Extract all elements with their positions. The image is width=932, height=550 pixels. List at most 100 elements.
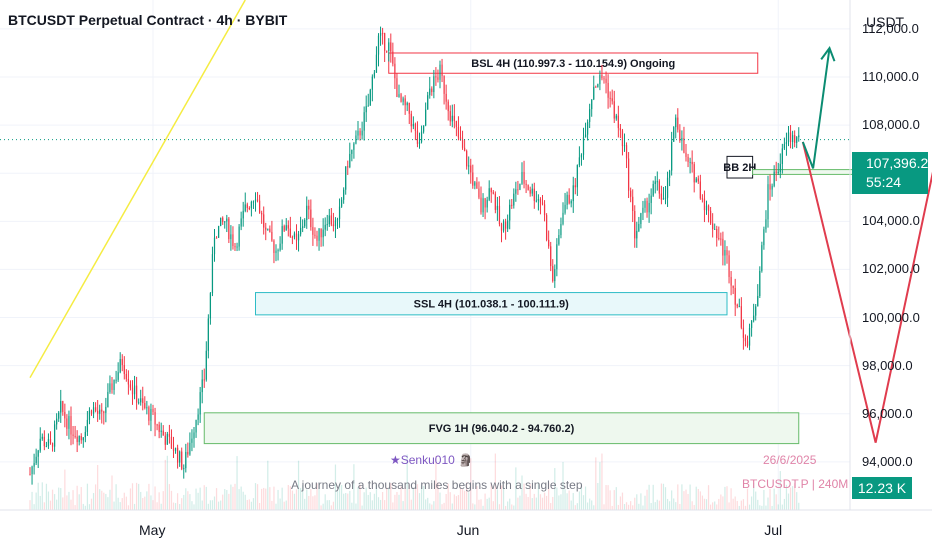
candle-body	[99, 409, 101, 414]
volume-bar	[490, 482, 492, 510]
volume-bar	[781, 504, 783, 510]
candle-body	[730, 276, 732, 286]
candle-body	[621, 130, 624, 147]
volume-bar	[384, 500, 386, 510]
volume-bar	[617, 504, 619, 510]
volume-bar	[621, 492, 624, 510]
zone-label: SSL 4H (101.038.1 - 100.111.9)	[414, 299, 569, 311]
candle-body	[507, 220, 509, 229]
volume-bar	[451, 503, 453, 510]
candle-body	[597, 84, 599, 87]
candle-body	[248, 207, 250, 209]
volume-bar	[609, 490, 611, 510]
volume-bar	[484, 493, 486, 510]
volume-bar	[509, 498, 511, 510]
candle-body	[650, 195, 652, 203]
volume-bar	[755, 491, 757, 510]
price-tick-label: 112,000.0	[862, 20, 919, 36]
volume-bar	[748, 504, 751, 510]
volume-bar	[168, 484, 171, 510]
volume-bar	[299, 487, 302, 510]
volume-bar	[234, 483, 236, 510]
volume-bar	[371, 500, 373, 510]
price-tick-label: 100,000.0	[862, 309, 920, 325]
volume-bar	[724, 486, 726, 510]
volume-bar	[197, 492, 199, 510]
candle-body	[570, 201, 572, 204]
volume-bar	[285, 500, 287, 510]
volume-bar	[787, 493, 790, 510]
volume-bar	[129, 488, 132, 510]
volume-bar	[418, 493, 421, 510]
volume-bar	[414, 487, 417, 510]
candle-body	[613, 101, 615, 119]
projection-up-arrow-arrowhead	[820, 46, 836, 62]
candle-body	[330, 215, 332, 225]
volume-bar	[41, 482, 43, 510]
candle-body	[320, 228, 322, 238]
candle-body	[673, 127, 675, 142]
volume-bar	[623, 504, 626, 510]
volume-bar	[720, 494, 722, 510]
volume-bar	[111, 475, 113, 510]
candle-body	[513, 193, 515, 206]
candle-body	[406, 102, 408, 106]
volume-bar	[734, 496, 736, 510]
volume-bar	[425, 499, 427, 510]
candle-body	[43, 436, 45, 447]
volume-bar	[406, 454, 408, 510]
candle-body	[369, 89, 371, 106]
volume-bar	[367, 494, 369, 510]
candle-body	[285, 225, 287, 231]
volume-bar	[265, 488, 267, 510]
volume-bar	[640, 493, 642, 510]
volume-bar	[433, 501, 435, 510]
candle-body	[443, 75, 445, 94]
candle-body	[615, 115, 617, 119]
candle-body	[31, 466, 33, 475]
volume-bar	[377, 497, 380, 510]
volume-bar	[181, 498, 183, 510]
candle-body	[179, 451, 181, 463]
projection-up-arrow	[801, 47, 831, 169]
candle-body	[49, 439, 52, 444]
candle-body	[125, 374, 127, 380]
volume-bar	[228, 493, 230, 510]
volume-bar	[619, 496, 622, 510]
candle-body	[199, 392, 201, 415]
candle-body	[224, 221, 226, 223]
candle-body	[640, 213, 642, 225]
candle-body	[211, 254, 214, 294]
candle-body	[798, 135, 800, 138]
candle-body	[529, 189, 531, 194]
volume-bar	[668, 501, 671, 510]
volume-bar	[422, 486, 425, 510]
volume-bar	[488, 497, 490, 510]
price-tick-label: 94,000.0	[862, 453, 913, 469]
price-tick-label: 110,000.0	[862, 68, 919, 84]
candle-body	[37, 450, 39, 457]
volume-bar	[295, 489, 298, 510]
volume-bar	[258, 503, 261, 510]
candle-body	[238, 226, 240, 247]
candle-body	[572, 185, 574, 202]
candle-body	[447, 101, 449, 112]
volume-bar	[740, 500, 742, 510]
symbol-watermark: BTCUSDT.P | 240M	[742, 477, 849, 491]
candle-body	[88, 410, 91, 420]
volume-bar	[386, 487, 388, 510]
volume-bar	[392, 502, 394, 510]
volume-bar	[254, 483, 257, 510]
candle-body	[550, 246, 552, 267]
volume-bar	[113, 501, 115, 510]
candle-body	[433, 76, 435, 93]
candle-body	[761, 245, 763, 271]
candle-body	[480, 197, 482, 213]
volume-bar	[64, 469, 66, 510]
candle-body	[652, 184, 654, 196]
volume-bar	[326, 500, 328, 510]
candle-body	[258, 200, 261, 214]
candle-body	[101, 409, 103, 412]
candle-body	[720, 238, 722, 240]
